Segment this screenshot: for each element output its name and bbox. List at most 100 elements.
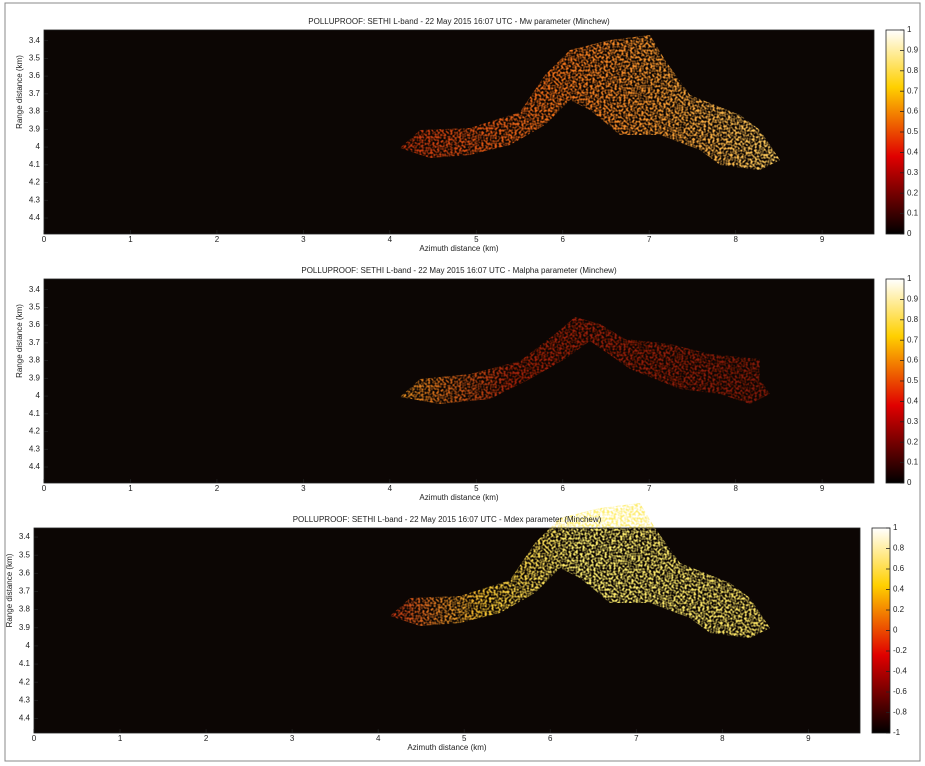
y-tick-label: 3.4 [19,532,31,541]
slick [400,317,770,404]
y-tick-label: 3.6 [19,568,31,577]
x-tick-label: 3 [301,235,306,244]
colorbar-tick-label: 1 [907,25,912,34]
colorbar-tick-label: 0.5 [907,127,919,136]
y-tick-label: 3.8 [19,605,31,614]
x-tick-label: 1 [128,235,133,244]
colorbar-tick-label: 0.8 [893,544,905,553]
y-tick-label: 4.3 [29,444,41,453]
colorbar-tick-label: 0.9 [907,295,919,304]
y-tick-label: 3.5 [29,53,41,62]
x-tick-label: 2 [204,734,209,743]
x-tick-label: 8 [733,484,738,493]
colorbar-tick-label: -0.4 [893,667,907,676]
x-tick-label: 7 [647,484,652,493]
colorbar-tick-label: 0.1 [907,458,919,467]
x-tick-label: 6 [561,235,566,244]
axes-box [43,278,875,484]
x-tick-label: 9 [806,734,811,743]
colorbar-tick-label: -0.6 [893,687,907,696]
colorbar-tick-label: 0.9 [907,46,919,55]
y-tick-label: 3.7 [29,338,41,347]
x-tick-label: 6 [561,484,566,493]
frame [4,2,921,762]
y-tick-label: 3.5 [19,550,31,559]
colorbar-tick-label: 0.3 [907,417,919,426]
colorbar-tick-label: 0.6 [893,564,905,573]
y-tick-label: 4.4 [29,213,41,222]
colorbar-tick-label: 0.2 [907,188,919,197]
colorbar-tick-label: 0 [893,626,898,635]
colorbar-tick-label: 0.6 [907,356,919,365]
y-tick-label: 3.4 [29,285,41,294]
y-axis-label: Range distance (km) [5,553,14,627]
colorbar-tick-label: 0 [907,229,912,238]
y-tick-label: 4.4 [19,714,31,723]
y-tick-label: 4.4 [29,462,41,471]
axes-box [43,29,875,235]
y-tick-label: 4 [26,641,31,650]
y-tick-label: 4.1 [19,659,31,668]
x-tick-label: 2 [215,235,220,244]
colorbar-tick-label: 0.4 [893,585,905,594]
x-tick-label: 5 [462,734,467,743]
colorbar-tick-label: 0.2 [907,437,919,446]
x-tick-label: 4 [388,235,393,244]
colorbar-tick-label: 1 [893,523,898,532]
colorbar-tick-label: 0.8 [907,315,919,324]
colorbar-tick-label: 0.4 [907,397,919,406]
axes-box [33,527,861,734]
chart-title: POLLUPROOF: SETHI L-band - 22 May 2015 1… [308,17,610,26]
y-tick-label: 4.2 [29,178,41,187]
y-tick-label: 3.9 [29,373,41,382]
x-tick-label: 0 [32,734,37,743]
x-tick-label: 5 [474,484,479,493]
x-tick-label: 1 [128,484,133,493]
y-tick-label: 3.9 [19,623,31,632]
x-tick-label: 0 [42,235,47,244]
x-tick-label: 7 [647,235,652,244]
y-tick-label: 4.1 [29,409,41,418]
y-tick-label: 4 [36,142,41,151]
colorbar-tick-label: 0.6 [907,107,919,116]
x-tick-label: 4 [388,484,393,493]
x-axis-label: Azimuth distance (km) [407,743,486,752]
colorbar-tick-label: 0.1 [907,209,919,218]
y-tick-label: 4.3 [29,195,41,204]
y-tick-label: 3.9 [29,124,41,133]
x-tick-label: 0 [42,484,47,493]
colorbar-tick-label: 0 [907,478,912,487]
y-tick-label: 3.7 [29,89,41,98]
y-tick-label: 3.8 [29,356,41,365]
x-tick-label: 4 [376,734,381,743]
chart-title: POLLUPROOF: SETHI L-band - 22 May 2015 1… [301,266,617,275]
x-tick-label: 3 [290,734,295,743]
y-tick-label: 4.2 [19,677,31,686]
x-axis-label: Azimuth distance (km) [419,493,498,502]
colorbar-tick-label: 0.7 [907,86,919,95]
x-tick-label: 7 [634,734,639,743]
y-tick-label: 3.6 [29,71,41,80]
x-tick-label: 1 [118,734,123,743]
colorbar-tick-label: -0.8 [893,708,907,717]
x-tick-label: 9 [820,484,825,493]
x-tick-label: 6 [548,734,553,743]
colorbar-tick-label: 0.5 [907,376,919,385]
y-tick-label: 3.8 [29,107,41,116]
x-tick-label: 5 [474,235,479,244]
colorbar-tick-label: 0.7 [907,335,919,344]
x-tick-label: 8 [720,734,725,743]
x-tick-label: 9 [820,235,825,244]
colorbar-tick-label: 0.4 [907,148,919,157]
y-tick-label: 4.3 [19,695,31,704]
y-tick-label: 4 [36,391,41,400]
y-tick-label: 3.6 [29,320,41,329]
colorbar-tick-label: 1 [907,274,912,283]
y-tick-label: 4.2 [29,427,41,436]
colorbar-tick-label: -0.2 [893,646,907,655]
colorbar-tick-label: 0.8 [907,66,919,75]
y-tick-label: 4.1 [29,160,41,169]
y-axis-label: Range distance (km) [15,55,24,129]
x-axis-label: Azimuth distance (km) [419,244,498,253]
colorbar-tick-label: 0.3 [907,168,919,177]
